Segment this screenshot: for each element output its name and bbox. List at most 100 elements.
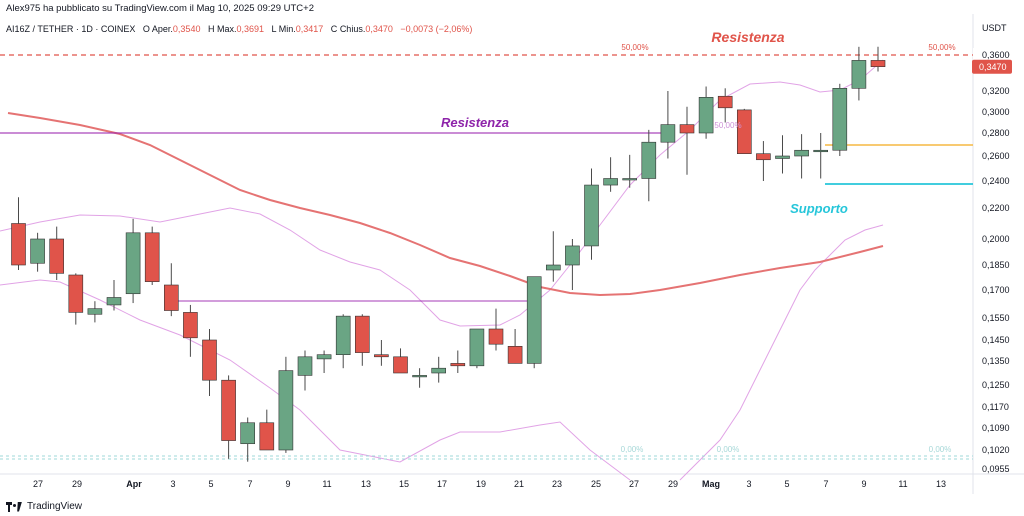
x-tick-label: 9: [285, 479, 290, 489]
x-tick-label: 19: [476, 479, 486, 489]
open-key: Aper.: [151, 24, 173, 34]
y-tick-label: 0,1450: [982, 335, 1010, 345]
candle-body[interactable]: [622, 178, 638, 181]
candle-body[interactable]: [526, 276, 542, 364]
y-tick-label: 0,1250: [982, 380, 1010, 390]
bollinger-lower-band: [0, 279, 631, 481]
high-value: 0,3691: [236, 24, 265, 34]
x-tick-label: 23: [552, 479, 562, 489]
candle-body[interactable]: [717, 95, 733, 109]
candle-body[interactable]: [603, 178, 618, 186]
candle-body[interactable]: [354, 315, 370, 353]
candle-body[interactable]: [221, 379, 236, 441]
fib-top-left-label: 50,00%: [621, 43, 648, 52]
candle-body[interactable]: [756, 153, 771, 161]
x-tick-label: 11: [322, 479, 331, 489]
candle-body[interactable]: [794, 149, 809, 157]
y-tick-label: 0,1170: [982, 402, 1009, 412]
candle-body[interactable]: [164, 284, 179, 311]
x-tick-label: 27: [33, 479, 43, 489]
candle-body[interactable]: [240, 422, 255, 445]
brand-name: TradingView: [27, 501, 83, 512]
x-tick-label: Apr: [126, 479, 142, 489]
x-tick-label: 9: [861, 479, 866, 489]
candle-body[interactable]: [450, 363, 466, 367]
fib-bottom-label: 0,00%: [621, 445, 644, 454]
currency-label: USDT: [982, 23, 1007, 33]
candle-body[interactable]: [412, 375, 427, 378]
candle-body[interactable]: [736, 109, 752, 155]
x-tick-label: 29: [72, 479, 82, 489]
candle-body[interactable]: [125, 232, 141, 295]
candle-body[interactable]: [775, 155, 790, 159]
candle-body[interactable]: [851, 60, 867, 89]
y-tick-label: 0,2000: [982, 234, 1010, 244]
y-tick-label: 0,2800: [982, 128, 1010, 138]
candle-body[interactable]: [278, 370, 294, 451]
candle-body[interactable]: [813, 149, 829, 153]
bollinger-lower-band-right: [679, 224, 884, 481]
x-tick-label: 7: [247, 479, 252, 489]
price-tag-top: 0,3600: [982, 50, 1010, 60]
open-label: O: [142, 24, 150, 34]
x-tick-label: 29: [668, 479, 678, 489]
candle-body[interactable]: [316, 354, 332, 360]
close-value: 0,3470: [365, 24, 393, 34]
x-tick-label: 13: [936, 479, 946, 489]
candle-body[interactable]: [679, 124, 695, 134]
candle-body[interactable]: [832, 88, 848, 151]
symbol-ohlc-legend: AI16Z / TETHER · 1D · COINEX O Aper.0,35…: [6, 24, 472, 34]
fib-bottom-label: 0,00%: [929, 445, 952, 454]
candle-body[interactable]: [183, 312, 198, 339]
close-label: C: [330, 24, 338, 34]
candle-body[interactable]: [30, 238, 45, 264]
candle-body[interactable]: [698, 97, 714, 134]
candle-body[interactable]: [469, 328, 485, 367]
candle-body[interactable]: [49, 238, 65, 274]
candle-body[interactable]: [202, 339, 217, 381]
y-tick-label: 0,3200: [982, 86, 1010, 96]
candle-body[interactable]: [144, 232, 160, 282]
candle-body[interactable]: [11, 223, 26, 266]
candle-body[interactable]: [660, 124, 676, 143]
y-tick-label: 0,1700: [982, 285, 1010, 295]
x-tick-label: 7: [823, 479, 828, 489]
candle-body[interactable]: [259, 422, 275, 451]
moving-average-line: [7, 112, 884, 297]
y-tick-label: 0,2400: [982, 176, 1010, 186]
open-value: 0,3540: [172, 24, 201, 34]
bollinger-upper-band: [0, 59, 884, 327]
candle-body[interactable]: [335, 315, 351, 355]
candle-body[interactable]: [565, 245, 580, 266]
fib-bottom-label: 0,00%: [717, 445, 740, 454]
candle-body[interactable]: [545, 264, 561, 271]
candle-body[interactable]: [297, 356, 313, 376]
support-label: Supporto: [790, 201, 848, 216]
x-tick-label: 13: [361, 479, 371, 489]
close-key: Chius.: [339, 24, 366, 34]
candle-body[interactable]: [584, 184, 599, 247]
x-tick-label: 21: [514, 479, 524, 489]
low-label: L: [271, 24, 277, 34]
candle-body[interactable]: [374, 354, 389, 358]
candle-body[interactable]: [87, 308, 103, 315]
x-tick-label: 3: [746, 479, 751, 489]
y-tick-label: 0,2200: [982, 203, 1010, 213]
low-key: Min.: [278, 24, 296, 34]
low-value: 0,3417: [295, 24, 324, 34]
candle-body[interactable]: [507, 345, 523, 364]
resistance-top-label: Resistenza: [711, 29, 784, 45]
y-tick-label: 0,3000: [982, 107, 1010, 117]
x-tick-label: 17: [437, 479, 447, 489]
candle-body[interactable]: [641, 141, 657, 179]
candle-body[interactable]: [393, 356, 408, 374]
candle-body[interactable]: [488, 328, 504, 345]
candle-body[interactable]: [68, 274, 84, 313]
candle-body[interactable]: [431, 367, 447, 374]
candle-body[interactable]: [870, 60, 886, 68]
fib-top-right-label: 50,00%: [928, 43, 955, 52]
y-tick-label: 0,1020: [982, 445, 1010, 455]
candle-body[interactable]: [106, 297, 122, 306]
x-tick-label: 3: [170, 479, 175, 489]
